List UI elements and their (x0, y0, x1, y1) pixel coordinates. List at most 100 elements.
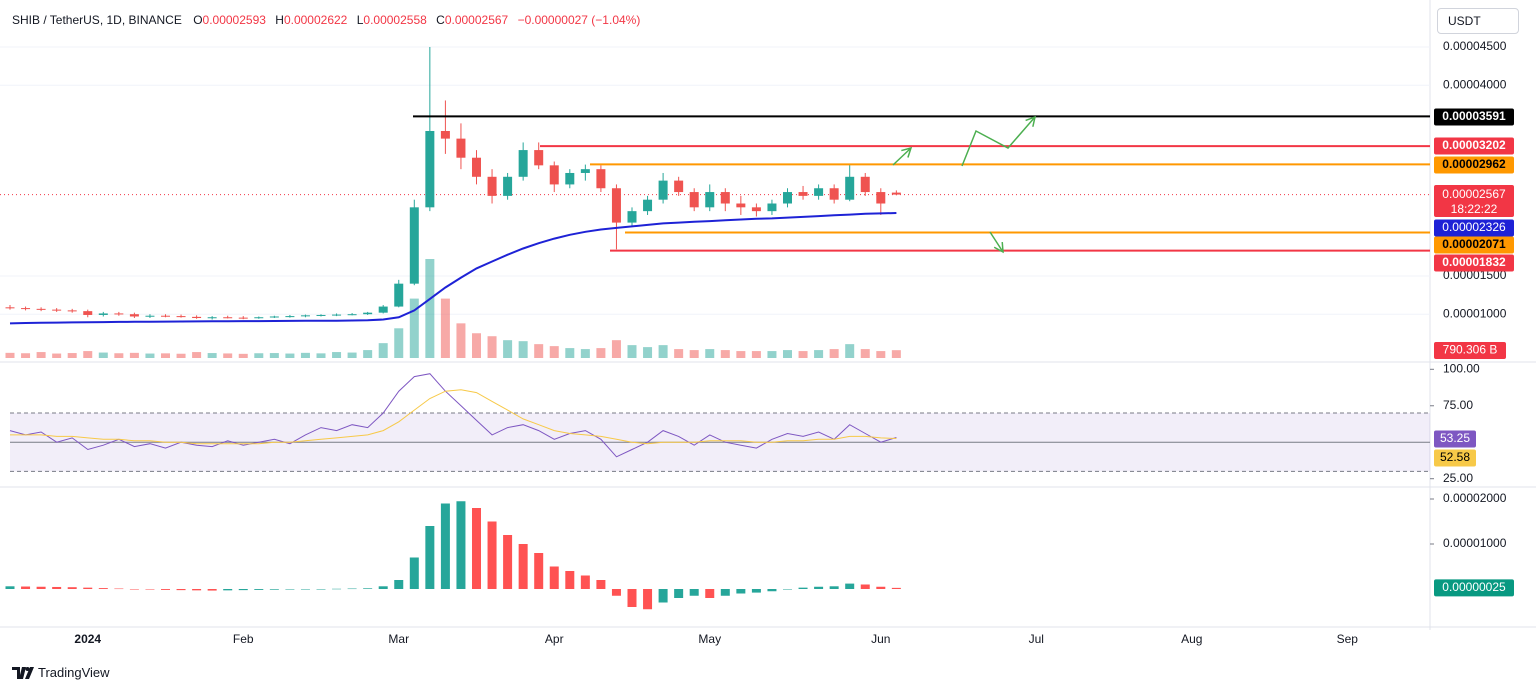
candle-body (223, 317, 233, 319)
candle-body (643, 199, 653, 212)
volume-bar (456, 323, 466, 358)
volume-bar (52, 353, 62, 358)
histogram-bar (52, 586, 62, 589)
histogram-bar (503, 535, 513, 589)
countdown: 18:22:22 (1451, 202, 1498, 216)
close-value: 0.00002567 (444, 13, 509, 27)
histogram-bar (580, 575, 590, 589)
volume-bar (565, 348, 575, 358)
histogram-bar (767, 589, 777, 592)
candle-body (316, 314, 326, 316)
volume-badge-label: 790.306 B (1443, 343, 1498, 357)
histogram-bar (300, 589, 310, 590)
candle-body (658, 180, 668, 200)
y-tick-label: 0.00001000 (1443, 306, 1507, 320)
arrow-up-short-head (901, 146, 913, 158)
histogram-bar (565, 571, 575, 589)
x-tick-label: May (698, 632, 721, 646)
histogram-bar (83, 587, 93, 589)
x-tick-label: Mar (388, 632, 409, 646)
histogram-bar (347, 588, 357, 590)
volume-bar (285, 353, 295, 358)
histogram-bar (378, 586, 388, 589)
candle-body (829, 188, 839, 200)
candle-body (332, 314, 342, 316)
volume-bar (238, 353, 248, 358)
histogram-bar (316, 589, 326, 590)
volume-bar (627, 345, 637, 358)
histogram-bar (176, 589, 186, 591)
histogram-bar (129, 589, 139, 590)
macd-badge-label: 0.00000025 (1442, 580, 1506, 594)
y-tick-label: 0.00001000 (1443, 536, 1507, 550)
volume-bar (798, 351, 808, 358)
candle-body (207, 317, 217, 319)
volume-bar (705, 349, 715, 358)
histogram-bar (736, 589, 746, 594)
candle-body (487, 176, 497, 196)
candle-body (783, 192, 792, 204)
level-badge-label: 0.00003591 (1442, 109, 1506, 123)
x-tick-label: Feb (233, 632, 254, 646)
y-tick-label: 75.00 (1443, 398, 1473, 412)
histogram-bar (472, 508, 481, 589)
candle-body (161, 315, 170, 317)
volume-bar (347, 352, 357, 358)
volume-bar (674, 349, 684, 358)
histogram-bar (36, 586, 46, 589)
histogram-bar (783, 589, 792, 590)
histogram-bar (5, 586, 15, 589)
x-tick-label: Sep (1337, 632, 1359, 646)
level-badge-label: 0.00002962 (1442, 157, 1506, 171)
histogram-bar (363, 588, 373, 589)
volume-bar (643, 347, 653, 358)
histogram-bar (643, 589, 653, 610)
x-tick-label: Jun (871, 632, 890, 646)
x-tick-label: Apr (545, 632, 564, 646)
volume-bar (829, 349, 839, 358)
volume-bar (689, 350, 699, 358)
rsi-badge-label: 53.25 (1440, 431, 1470, 445)
currency-button[interactable]: USDT (1437, 8, 1519, 34)
histogram-bar (425, 526, 435, 589)
volume-bar (409, 298, 419, 358)
rsi-line (10, 389, 897, 445)
volume-bar (145, 353, 155, 358)
rsi-line (9, 373, 897, 458)
volume-bar (518, 341, 528, 358)
brand-name: TradingView (38, 665, 110, 680)
candle-body (36, 308, 46, 310)
volume-bar (223, 353, 233, 358)
y-tick-label: 100.00 (1443, 361, 1480, 375)
histogram-bar (332, 588, 342, 590)
volume-bar (611, 340, 621, 358)
histogram-bar (269, 589, 279, 590)
arrow-down (989, 231, 1004, 253)
candle-body (363, 312, 373, 315)
histogram-bar (145, 589, 155, 590)
histogram-bar (705, 589, 715, 598)
symbol[interactable]: SHIB / TetherUS, 1D, BINANCE (12, 13, 182, 27)
volume-badge (1434, 342, 1506, 359)
histogram-bar (21, 586, 31, 589)
histogram-bar (238, 589, 248, 591)
candle-body (814, 188, 824, 196)
candle-body (580, 169, 590, 173)
histogram-bar (409, 557, 419, 589)
candle-body (176, 316, 186, 318)
volume-bar (300, 352, 310, 358)
volume-bar (129, 352, 139, 358)
candle-body (347, 314, 357, 316)
histogram-bar (192, 589, 202, 591)
volume-bar (425, 259, 435, 358)
volume-bar (549, 346, 559, 358)
candle-body (425, 130, 435, 208)
candle-body (300, 315, 310, 317)
candle-body (689, 192, 699, 208)
ma-badge-label: 0.00002326 (1442, 220, 1506, 234)
candle-body (518, 150, 528, 177)
y-tick-label: 0.00002000 (1443, 491, 1507, 505)
candle-body (192, 316, 202, 319)
histogram-bar (114, 588, 124, 590)
